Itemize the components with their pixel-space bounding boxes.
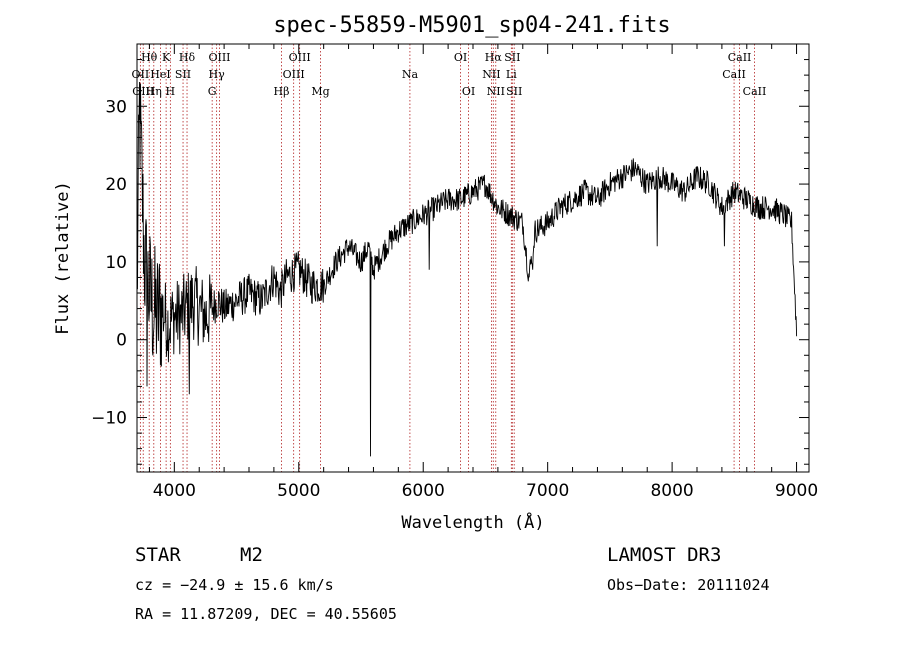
spectral-line-label: Hη — [146, 85, 162, 98]
redshift-readout: cz = −24.9 ± 15.6 km/s — [135, 576, 334, 594]
x-tick-label: 6000 — [402, 481, 445, 501]
spectral-line-labels: OII Hθ OIII HeI Hη K SII H Hδ OIII Hγ G OIII OIII Hβ Mg… — [132, 51, 767, 98]
spectral-line-label: OIII — [132, 85, 154, 98]
spectral-line-label: HeI — [150, 68, 170, 81]
spectral-line-label: SII — [504, 51, 520, 64]
x-tick-label: 5000 — [277, 481, 320, 501]
spectral-line-label: G — [208, 85, 217, 98]
x-axis: 4000 5000 6000 7000 8000 9000 — [148, 44, 818, 501]
spectral-line-label: CaII — [743, 85, 767, 98]
spectral-line-label: Mg — [311, 85, 329, 98]
spectral-line-label: SII — [506, 85, 522, 98]
plot-frame — [136, 43, 810, 473]
spectral-line-label: Hα — [485, 51, 503, 64]
x-tick-label: 7000 — [526, 481, 569, 501]
spectral-line-label: Hβ — [274, 85, 290, 98]
coordinates: RA = 11.87209, DEC = 40.55605 — [135, 605, 397, 623]
y-axis: −10 0 10 20 30 — [91, 59, 809, 465]
spectral-line-label: Hθ — [141, 51, 158, 64]
y-tick-label: 0 — [116, 331, 127, 351]
spectral-line-label: OIII — [208, 51, 230, 64]
object-subclass: M2 — [240, 544, 263, 566]
y-tick-label: −10 — [91, 409, 127, 429]
x-tick-label: 4000 — [153, 481, 196, 501]
spectral-line-label: Hγ — [209, 68, 226, 81]
y-tick-label: 10 — [105, 253, 127, 273]
obs-date: Obs−Date: 20111024 — [607, 576, 770, 594]
spectral-line-label: H — [166, 85, 176, 98]
spectral-line-label: Li — [506, 68, 517, 81]
spectral-line-label: OIII — [283, 68, 305, 81]
y-tick-label: 30 — [105, 97, 127, 117]
x-tick-label: 8000 — [650, 481, 693, 501]
spectral-line-label: CaII — [722, 68, 746, 81]
spectrum-series — [136, 81, 798, 457]
spectral-line-label: Hδ — [179, 51, 196, 64]
y-axis-label: Flux (relative) — [53, 181, 73, 335]
spectral-line-label: NII — [487, 85, 505, 98]
spectral-line-label: CaII — [728, 51, 752, 64]
x-axis-label: Wavelength (Å) — [401, 511, 544, 533]
spectral-line-label: K — [162, 51, 171, 64]
survey-name: LAMOST DR3 — [607, 544, 721, 566]
y-tick-label: 20 — [105, 175, 127, 195]
object-class: STAR — [135, 544, 181, 566]
spectral-line-label: NII — [482, 68, 500, 81]
spectral-line-label: OIII — [289, 51, 311, 64]
spectral-line-label: OII — [132, 68, 150, 81]
x-tick-label: 9000 — [775, 481, 818, 501]
chart-title: spec-55859-M5901_sp04-241.fits — [273, 13, 670, 38]
spectral-line-label: OI — [462, 85, 475, 98]
spectral-line-label: OI — [454, 51, 467, 64]
spectral-line-markers — [139, 44, 755, 472]
spectral-line-label: SII — [175, 68, 191, 81]
spectral-line-label: Na — [402, 68, 419, 81]
